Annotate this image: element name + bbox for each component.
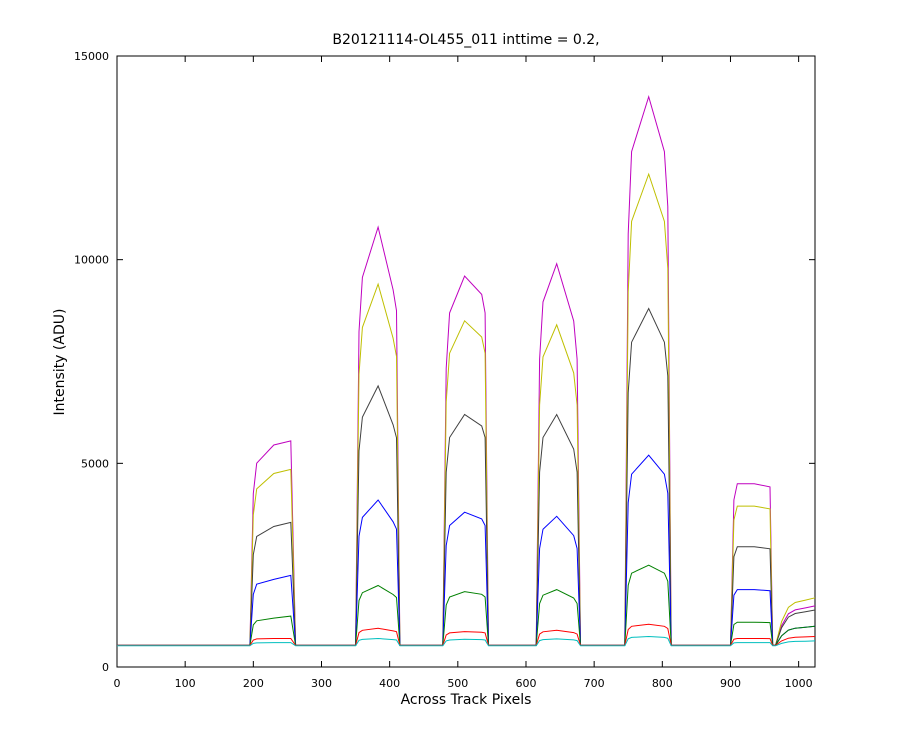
plot-frame bbox=[116, 55, 816, 668]
x-tick-label: 300 bbox=[311, 677, 332, 690]
x-tick-label: 200 bbox=[243, 677, 264, 690]
x-tick-label: 800 bbox=[652, 677, 673, 690]
x-tick-label: 400 bbox=[379, 677, 400, 690]
x-tick-label: 0 bbox=[114, 677, 121, 690]
y-tick-label: 5000 bbox=[81, 457, 109, 470]
y-tick-label: 15000 bbox=[74, 50, 109, 63]
y-tick-label: 0 bbox=[102, 661, 109, 674]
x-tick-label: 900 bbox=[720, 677, 741, 690]
x-tick-label: 1000 bbox=[785, 677, 813, 690]
x-tick-label: 700 bbox=[584, 677, 605, 690]
x-axis-label: Across Track Pixels bbox=[401, 692, 532, 708]
chart-title: B20121114-OL455_011 inttime = 0.2, bbox=[332, 32, 599, 48]
x-tick-label: 500 bbox=[447, 677, 468, 690]
data-line bbox=[117, 635, 816, 647]
x-tick-label: 600 bbox=[515, 677, 536, 690]
y-tick-label: 10000 bbox=[74, 254, 109, 267]
x-tick-label: 100 bbox=[175, 677, 196, 690]
y-axis-label: Intensity (ADU) bbox=[52, 309, 68, 416]
